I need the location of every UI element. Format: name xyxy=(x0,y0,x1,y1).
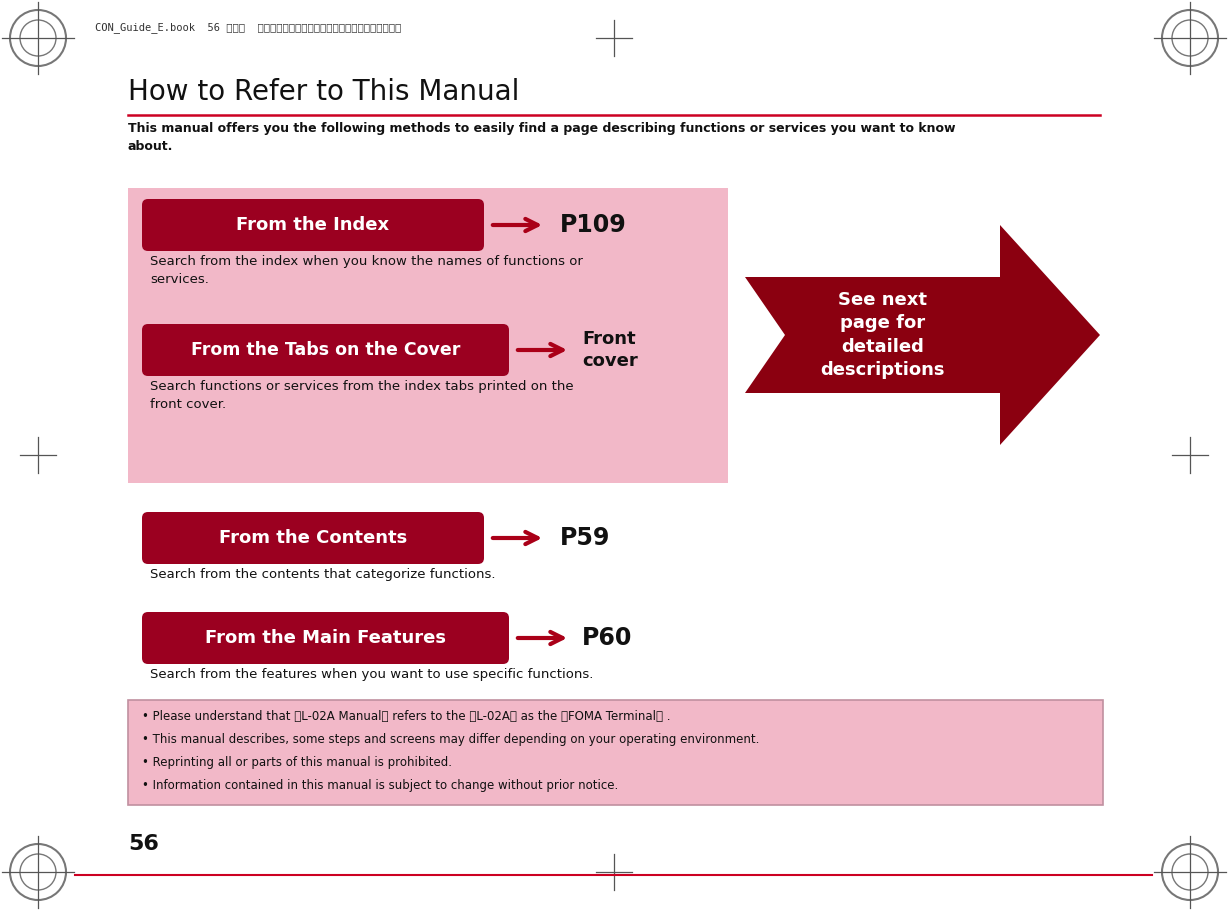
FancyBboxPatch shape xyxy=(142,324,508,376)
Text: Search functions or services from the index tabs printed on the
front cover.: Search functions or services from the in… xyxy=(150,380,573,411)
FancyBboxPatch shape xyxy=(142,512,484,564)
Text: Front
cover: Front cover xyxy=(582,330,637,370)
Text: From the Main Features: From the Main Features xyxy=(205,629,446,647)
Text: From the Tabs on the Cover: From the Tabs on the Cover xyxy=(190,341,460,359)
Text: • Reprinting all or parts of this manual is prohibited.: • Reprinting all or parts of this manual… xyxy=(142,756,452,769)
Text: This manual offers you the following methods to easily find a page describing fu: This manual offers you the following met… xyxy=(128,122,955,153)
Text: 56: 56 xyxy=(128,834,158,854)
Text: Search from the features when you want to use specific functions.: Search from the features when you want t… xyxy=(150,668,593,681)
Text: From the Contents: From the Contents xyxy=(219,529,408,547)
Text: CON_Guide_E.book  56 ページ  ２００８年１１月２６日　水歰日　午後６時４３分: CON_Guide_E.book 56 ページ ２００８年１１月２６日 水歰日 … xyxy=(95,23,402,34)
Text: P59: P59 xyxy=(560,526,610,550)
FancyBboxPatch shape xyxy=(142,612,508,664)
Text: See next
page for
detailed
descriptions: See next page for detailed descriptions xyxy=(820,290,944,379)
FancyBboxPatch shape xyxy=(128,700,1103,805)
FancyBboxPatch shape xyxy=(128,188,728,483)
Text: • Please understand that ［L-02A Manual］ refers to the ［L-02A］ as the ［FOMA Termi: • Please understand that ［L-02A Manual］ … xyxy=(142,710,670,723)
Text: P60: P60 xyxy=(582,626,632,650)
Text: P109: P109 xyxy=(560,213,626,237)
Text: Search from the index when you know the names of functions or
services.: Search from the index when you know the … xyxy=(150,255,583,286)
Text: From the Index: From the Index xyxy=(237,216,389,234)
Text: Search from the contents that categorize functions.: Search from the contents that categorize… xyxy=(150,568,496,581)
FancyBboxPatch shape xyxy=(142,199,484,251)
Polygon shape xyxy=(745,225,1100,445)
Text: How to Refer to This Manual: How to Refer to This Manual xyxy=(128,78,519,106)
Text: • Information contained in this manual is subject to change without prior notice: • Information contained in this manual i… xyxy=(142,779,618,792)
Text: • This manual describes, some steps and screens may differ depending on your ope: • This manual describes, some steps and … xyxy=(142,733,759,746)
